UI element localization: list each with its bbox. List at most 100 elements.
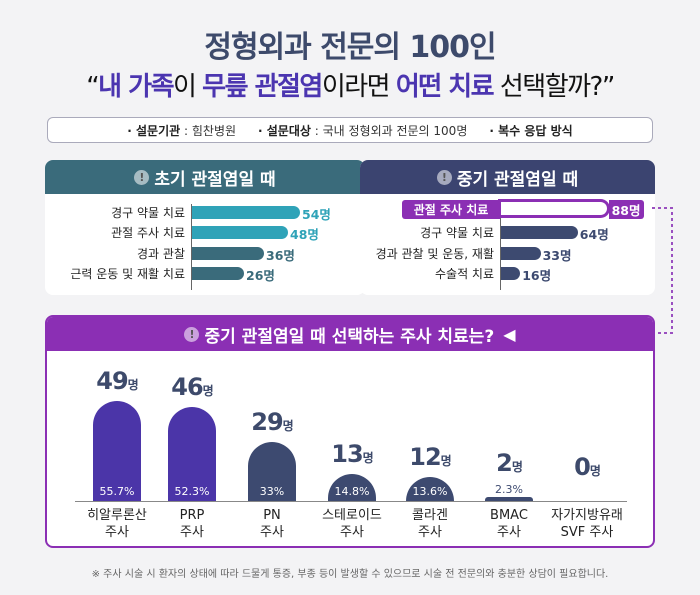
bar [501,202,607,215]
count-value: 2 [496,448,513,477]
category-line: 자가지방유래 [551,508,623,523]
column-percent: 33% [259,485,285,498]
bar [192,247,264,260]
bar-value: 36명 [266,248,295,263]
bar-label: 경과 관찰 및 운동, 재활 [375,247,494,261]
mid-title: 중기 관절염일 때 [456,169,579,190]
count-unit: 명 [440,453,452,468]
count-value: 29 [251,407,283,436]
count-unit: 명 [362,451,374,466]
count-value: 13 [331,440,363,469]
column-count: 46명 [152,373,232,401]
column-percent: 13.6% [412,485,448,498]
count-value: 49 [96,367,128,396]
bar-label: 관절 주사 치료 [402,200,500,219]
column-bar [248,441,296,501]
count-unit: 명 [589,464,601,478]
subtitle-part: 이라면 [321,72,396,102]
bar [192,267,244,280]
subtitle-part: 선택할까?” [493,72,615,102]
count-value: 0 [574,453,591,481]
injection-title: 중기 관절염일 때 선택하는 주사 치료는? [204,326,495,347]
column-percent: 14.8% [334,485,370,498]
category-line: 주사 [418,525,442,540]
bar [501,267,521,280]
subtitle-part: “ [86,72,99,102]
category-line: 히알루론산 [87,508,147,523]
page-title: 정형외과 전문의 100인 [204,30,496,65]
early-panel-header: ! 초기 관절염일 때 [45,160,365,194]
arrow-left-icon: ◀ [503,324,516,344]
exclamation-icon: ! [134,169,150,185]
column-percent: 55.7% [99,485,135,498]
bar-label: 경과 관찰 [137,247,185,261]
page-subtitle: “내 가족이 무릎 관절염이라면 어떤 치료 선택할까?” [0,66,700,103]
bar-label: 근력 운동 및 재활 치료 [70,267,185,281]
column-count: 49명 [77,367,157,395]
column-bar [93,401,141,501]
info-value: : 힘찬병원 [180,123,237,138]
column-count: 12명 [390,443,470,471]
bar-value: 88명 [608,200,644,219]
info-item: · 설문대상 : 국내 정형외과 전문의 100명 [258,122,467,139]
category-line: 주사 [340,525,364,540]
category-line: SVF 주사 [560,525,614,540]
injection-panel-header: ! 중기 관절염일 때 선택하는 주사 치료는? ◀ [47,317,653,351]
bar [192,226,288,239]
category-line: PN [263,508,281,523]
baseline [75,501,627,502]
category-line: 주사 [260,525,284,540]
exclamation-icon: ! [436,169,452,185]
count-unit: 명 [511,459,523,474]
info-key: · 설문대상 [258,123,311,138]
column-bar [168,407,216,501]
bar-value: 26명 [246,268,275,283]
column-bar [485,496,533,501]
count-unit: 명 [282,418,294,433]
category-line: 콜라겐 [412,508,448,523]
category-line: 주사 [180,525,204,540]
bar-label: 관절 주사 치료 [111,226,185,240]
info-key: · 복수 응답 방식 [489,123,573,138]
early-title: 초기 관절염일 때 [154,169,276,190]
subtitle-part: 내 가족 [98,72,174,102]
category-line: 스테로이드 [322,508,382,523]
column-category: BMAC 주사 [469,507,549,541]
bar-label: 경구 약물 치료 [420,226,494,240]
column-category: 자가지방유래 SVF 주사 [547,507,627,541]
column-count: 2명 [469,449,549,477]
subtitle-part: 이 [172,72,203,102]
info-item: · 복수 응답 방식 [489,122,572,139]
axis-line [191,204,192,290]
bar-value: 33명 [542,248,572,263]
mid-panel-header: ! 중기 관절염일 때 [360,160,655,194]
column-count: 29명 [232,408,312,436]
column-percent: 52.3% [174,485,210,498]
info-key: · 설문기관 [127,123,181,138]
injection-panel: ! 중기 관절염일 때 선택하는 주사 치료는? ◀ 49명 55.7% 히알루론산 주사… [45,315,655,548]
count-unit: 명 [202,384,214,399]
axis-line [500,200,501,290]
bar-value: 16명 [522,268,552,283]
footnote: ※ 주사 시술 시 환자의 상태에 따라 드물게 통증, 부종 등이 발생할 수… [91,569,609,580]
bar-value: 48명 [290,227,319,242]
count-value: 12 [409,442,441,471]
column-percent: 2.3% [495,483,523,496]
column-count: 13명 [312,440,392,468]
bar-value: 54명 [302,207,331,222]
bar [501,247,541,260]
count-value: 46 [171,373,203,402]
column-count: 0명 [547,453,627,481]
bar-label: 경구 약물 치료 [111,206,185,220]
category-line: 주사 [497,525,521,540]
info-value: : 국내 정형외과 전문의 100명 [310,123,468,138]
count-unit: 명 [127,378,139,393]
bar [192,206,300,219]
category-line: 주사 [105,525,129,540]
category-line: PRP [179,508,205,523]
column-category: PN 주사 [232,507,312,541]
